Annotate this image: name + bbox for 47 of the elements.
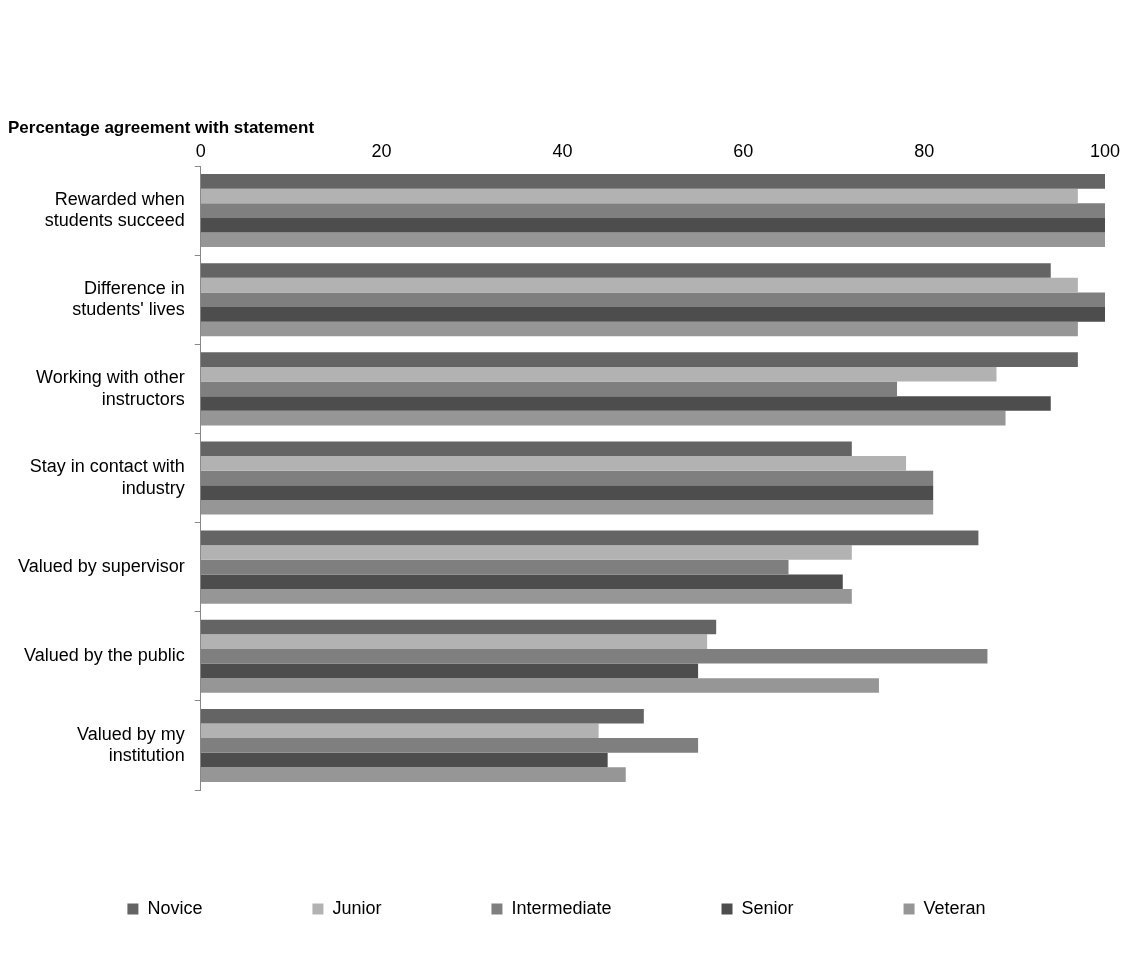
bar (200, 752, 608, 768)
y-tick-label: Working with other instructors (36, 367, 185, 409)
bar (200, 410, 1006, 426)
bar (200, 619, 717, 635)
bar (200, 217, 1105, 233)
bar (200, 723, 599, 739)
y-tick-label: Valued by supervisor (17, 556, 185, 577)
bar (200, 767, 626, 782)
chart-title: Percentage agreement with statement (8, 117, 315, 137)
bar (200, 456, 907, 471)
bar (200, 485, 934, 500)
legend-label: Veteran (923, 897, 986, 918)
bar (200, 307, 1105, 322)
bar (200, 188, 1078, 204)
bar (200, 174, 1105, 189)
y-tick-label: Valued by the public (23, 645, 185, 666)
y-tick-label: Valued by my institution (77, 723, 185, 766)
y-tick-label: Rewarded when students succeed (44, 188, 185, 231)
y-tick-label: Difference in students' lives (72, 277, 185, 320)
legend-label: Senior (741, 897, 794, 918)
x-tick-label: 40 (552, 141, 573, 162)
x-tick-label: 100 (1089, 141, 1121, 162)
legend-label: Novice (147, 897, 203, 918)
y-tick-label: Stay in contact with industry (29, 456, 185, 498)
bar (200, 663, 699, 679)
bar (200, 499, 934, 515)
bar (200, 277, 1078, 293)
bar (200, 232, 1105, 248)
bar (200, 634, 708, 649)
x-tick-label: 60 (733, 141, 754, 162)
bar (200, 530, 979, 546)
x-tick-label: 20 (371, 141, 392, 162)
legend-label: Intermediate (511, 897, 612, 918)
bar (200, 589, 852, 604)
bar (200, 396, 1051, 411)
bar (200, 263, 1051, 278)
legend-label: Junior (332, 897, 382, 918)
bar (200, 352, 1078, 367)
x-tick-label: 80 (914, 141, 935, 162)
bar (200, 678, 879, 693)
bar (200, 441, 852, 457)
bar (200, 545, 852, 560)
bar (200, 708, 644, 724)
x-tick-label: 0 (195, 141, 206, 162)
bar (200, 366, 997, 382)
bar (200, 321, 1078, 337)
bar (200, 574, 843, 590)
